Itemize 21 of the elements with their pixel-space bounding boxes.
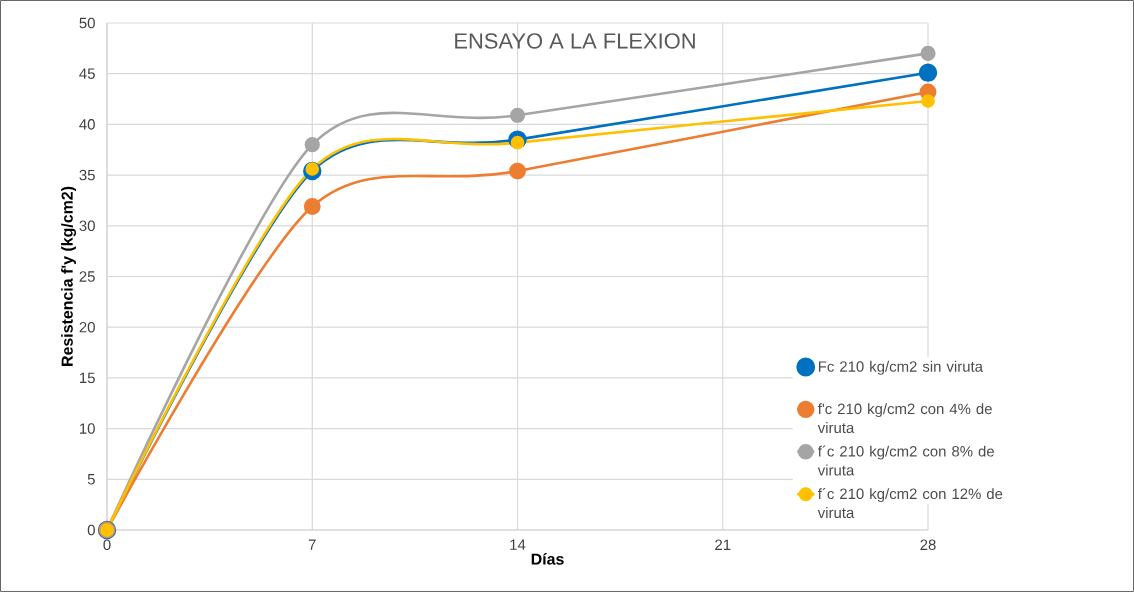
y-tick-label: 50	[79, 17, 95, 29]
x-tick-label: 21	[715, 539, 731, 550]
y-tick-label: 5	[87, 474, 95, 485]
y-tick-label: 20	[79, 321, 95, 333]
y-tick-label: 40	[79, 119, 95, 130]
y-tick-label: 35	[79, 169, 95, 181]
y-tick-label: 25	[79, 271, 95, 282]
legend-label: Fc 210 kg/cm2 sin viruta	[818, 360, 983, 375]
chart-title: ENSAYO A LA FLEXION	[455, 33, 695, 49]
y-tick-label: 45	[79, 68, 95, 79]
x-tick-label: 14	[510, 539, 526, 550]
x-tick-label: 7	[308, 539, 316, 550]
x-tick-label: 28	[920, 539, 936, 551]
y-axis-title: Resistencia f'y (kg/cm2)	[61, 186, 77, 366]
x-tick-label: 0	[103, 539, 111, 551]
legend-label: f´c 210 kg/cm2 con 12% de viruta	[817, 487, 1003, 519]
y-tick-label: 0	[87, 524, 95, 536]
x-axis-title: Días	[531, 552, 564, 565]
y-tick-label: 10	[80, 423, 95, 434]
y-tick-label: 15	[80, 372, 95, 384]
y-tick-label: 30	[79, 220, 95, 232]
